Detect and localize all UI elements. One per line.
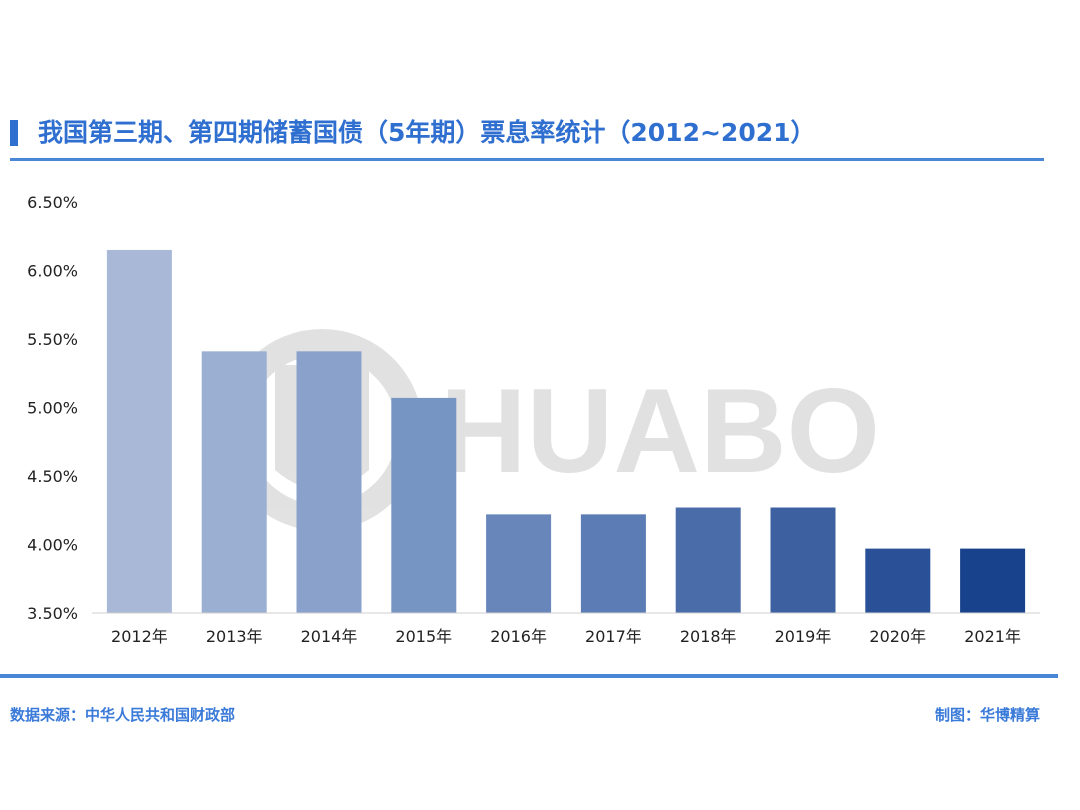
x-tick-label: 2013年: [206, 627, 263, 646]
y-axis: 3.50% 4.00% 4.50% 5.00% 5.50% 6.00% 6.50%: [27, 193, 78, 623]
x-tick-label: 2020年: [869, 627, 926, 646]
y-tick-label: 4.00%: [27, 536, 78, 555]
bar-9: [960, 548, 1026, 613]
x-tick-label: 2017年: [585, 627, 642, 646]
title-bar: 我国第三期、第四期储蓄国债（5年期）票息率统计（2012~2021）: [10, 116, 1044, 164]
x-tick-label: 2021年: [964, 627, 1021, 646]
y-tick-label: 5.50%: [27, 330, 78, 349]
bar-4: [486, 514, 552, 613]
data-source: 数据来源：中华人民共和国财政部: [10, 706, 236, 724]
watermark-text: HUABO: [440, 364, 880, 498]
title-underline: [10, 158, 1044, 161]
bar-8: [865, 548, 931, 613]
x-tick-label: 2018年: [680, 627, 737, 646]
y-tick-label: 6.00%: [27, 262, 78, 281]
bars-group: [106, 249, 1026, 613]
bar-chart: HUABO 3.50% 4.00% 4.50% 5.00% 5.50% 6.00% 6.50…: [27, 193, 1040, 646]
bar-5: [580, 514, 646, 613]
bar-6: [675, 507, 741, 613]
footer-rule: [0, 674, 1058, 678]
y-tick-label: 4.50%: [27, 467, 78, 486]
title-accent-bar: [10, 120, 18, 146]
y-tick-label: 5.00%: [27, 399, 78, 418]
bar-7: [770, 507, 836, 613]
y-tick-label: 6.50%: [27, 193, 78, 212]
bar-2: [296, 351, 362, 613]
x-tick-label: 2012年: [111, 627, 168, 646]
bar-0: [106, 249, 172, 613]
chart-title: 我国第三期、第四期储蓄国债（5年期）票息率统计（2012~2021）: [38, 118, 816, 147]
bar-3: [391, 397, 457, 613]
chart-credit: 制图：华博精算: [934, 706, 1040, 724]
y-tick-label: 3.50%: [27, 604, 78, 623]
x-tick-label: 2016年: [490, 627, 547, 646]
x-tick-label: 2019年: [775, 627, 832, 646]
x-axis: 2012年 2013年 2014年 2015年 2016年 2017年 2018年 2019年…: [111, 627, 1021, 646]
x-tick-label: 2015年: [395, 627, 452, 646]
bar-1: [201, 351, 267, 613]
x-tick-label: 2014年: [301, 627, 358, 646]
